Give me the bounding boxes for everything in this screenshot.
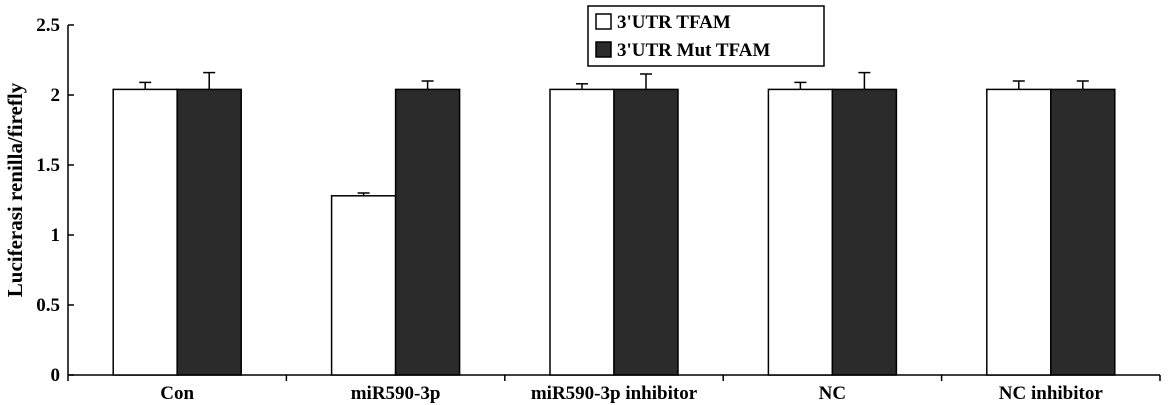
legend-swatch-3utr-mut-tfam	[595, 41, 612, 58]
legend: 3'UTR TFAM 3'UTR Mut TFAM	[587, 5, 825, 67]
x-category-label: Con	[160, 383, 194, 404]
y-axis-title: Luciferasi renilla/firefly	[3, 82, 27, 297]
legend-label-3utr-tfam: 3'UTR TFAM	[617, 12, 731, 33]
y-tick-label: 0	[51, 365, 61, 386]
bar-3utr-mut-tfam	[176, 88, 242, 376]
x-category-label: NC	[819, 383, 846, 404]
bar-3utr-mut-tfam	[831, 88, 898, 376]
y-tick-label: 2.5	[36, 15, 60, 36]
bars	[112, 71, 1116, 376]
bar-3utr-mut-tfam	[1050, 88, 1116, 376]
legend-swatch-3utr-tfam	[595, 13, 612, 30]
bar-3utr-tfam	[986, 88, 1052, 376]
bar-3utr-tfam	[549, 88, 615, 376]
y-tick-label: 0.5	[36, 295, 60, 316]
bar-3utr-tfam	[112, 88, 178, 376]
axes: 0 0.5 1 1.5 2 2.5 Con miR590-3p miR590-3p inhibi…	[36, 15, 1161, 404]
bar-3utr-mut-tfam	[394, 88, 461, 376]
y-tick-label: 1.5	[36, 155, 60, 176]
legend-label-3utr-mut-tfam: 3'UTR Mut TFAM	[617, 40, 770, 61]
bar-3utr-tfam	[767, 88, 834, 376]
x-category-label: miR590-3p inhibitor	[531, 383, 698, 404]
bar-3utr-mut-tfam	[613, 88, 679, 376]
bar-3utr-tfam	[330, 195, 397, 376]
x-category-label: miR590-3p	[351, 383, 441, 404]
y-tick-label: 2	[51, 85, 61, 106]
legend-frame	[587, 5, 825, 67]
x-category-label: NC inhibitor	[999, 383, 1104, 404]
y-tick-label: 1	[51, 225, 61, 246]
